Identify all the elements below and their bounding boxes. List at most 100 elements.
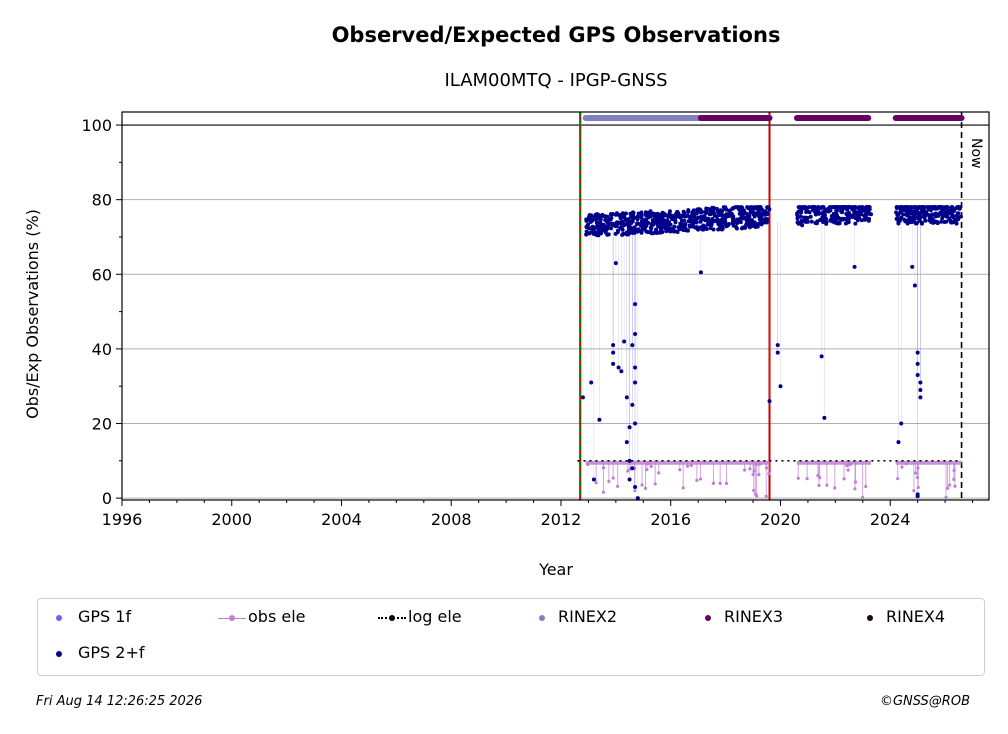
legend-item-rinex4: RINEX4 (856, 607, 945, 626)
obs-ele-point (846, 468, 850, 472)
gps2f-point (730, 206, 735, 211)
gps2f-outlier-point (896, 440, 901, 445)
obs-ele-point (711, 481, 716, 485)
gps2f-point (867, 205, 872, 210)
gps2f-point (937, 212, 942, 217)
gps2f-point (799, 210, 804, 215)
gps2f-point (712, 218, 717, 223)
gps2f-point (867, 211, 872, 216)
gps2f-point (917, 205, 922, 210)
gps2f-point (724, 207, 729, 212)
obs-ele-point (753, 492, 757, 496)
obs-ele-point (640, 483, 644, 487)
x-tick-label: 2016 (650, 510, 691, 529)
gps2f-point (747, 224, 752, 229)
gps2f-point (746, 213, 751, 218)
gps2f-point (949, 211, 954, 216)
dot-icon (694, 610, 724, 626)
gps2f-point (802, 215, 807, 220)
gps2f-outlier-point (622, 339, 627, 344)
gps2f-point (941, 209, 946, 214)
gps2f-outlier-point (912, 283, 917, 288)
gps2f-point (940, 216, 945, 221)
gps2f-point (639, 212, 644, 217)
obs-ele-point (718, 481, 722, 485)
gps2f-outlier-point (624, 395, 629, 400)
gps2f-point (955, 215, 960, 220)
gps2f-point (767, 207, 772, 212)
obs-ele-point (626, 469, 630, 473)
gps2f-point (587, 214, 592, 219)
gps2f-outlier-point (852, 264, 857, 269)
gps2f-point (830, 217, 835, 222)
obs-ele-point (853, 487, 857, 491)
gps2f-point (743, 225, 748, 230)
obs-ele-point (689, 463, 693, 467)
gps2f-point (682, 210, 687, 215)
obs-ele-point (805, 477, 809, 481)
gps2f-point (705, 222, 710, 227)
gps2f-point (822, 215, 827, 220)
gps2f-point (913, 206, 918, 211)
gps2f-point (867, 216, 872, 221)
gps2f-outlier-point (627, 477, 632, 482)
gps2f-point (723, 222, 728, 227)
gps2f-point (749, 205, 754, 210)
legend-item-rinex2: RINEX2 (528, 607, 617, 626)
y-tick-label: 40 (92, 340, 112, 359)
gps2f-point (748, 209, 753, 214)
gps2f-point (701, 227, 706, 232)
gps2f-outlier-point (627, 425, 632, 430)
gps2f-point (899, 215, 904, 220)
gps2f-point (695, 215, 700, 220)
gps2f-point (586, 226, 591, 231)
obs-ele-point (817, 483, 821, 488)
footer-copyright: ©GNSS@ROB (879, 694, 970, 709)
gps2f-point (843, 221, 848, 226)
gps2f-point (603, 214, 608, 219)
gps2f-point (739, 206, 744, 211)
gps2f-point (690, 212, 695, 217)
gps2f-point (654, 218, 659, 223)
plot-frame (121, 111, 990, 501)
gps2f-point (721, 205, 726, 210)
gps2f-outlier-point (819, 354, 824, 359)
gps2f-point (627, 225, 632, 230)
gps2f-point (723, 213, 728, 218)
gps2f-point (855, 206, 860, 211)
gps2f-point (598, 226, 603, 231)
gps2f-outlier-point (635, 496, 640, 501)
gps2f-point (643, 212, 648, 217)
gps2f-outlier-point (630, 343, 635, 348)
gps2f-outlier-point (915, 373, 920, 378)
gps2f-point (859, 218, 864, 223)
chart-title: Observed/Expected GPS Observations (332, 23, 781, 47)
obs-ele-point (698, 477, 703, 481)
gps2f-point (671, 229, 676, 234)
gps2f-point (695, 207, 700, 212)
gps2f-outlier-point (616, 365, 621, 370)
obs-ele-point (757, 472, 761, 477)
gps2f-point (706, 219, 711, 224)
obs-ele-point (649, 464, 653, 469)
obs-ele-point (842, 477, 846, 481)
gps2f-outlier-point (915, 494, 920, 499)
gps2f-point (926, 207, 931, 212)
gps2f-outlier-point (580, 395, 585, 400)
gps2f-point (616, 228, 621, 233)
gps2f-point (679, 223, 684, 228)
gps2f-outlier-point (589, 380, 594, 385)
gps2f-point (584, 217, 589, 222)
gps2f-point (587, 231, 592, 236)
gps2f-point (660, 230, 665, 235)
gps2f-point (735, 221, 740, 226)
gps2f-point (863, 216, 868, 221)
gps2f-point (807, 210, 812, 215)
gps2f-point (597, 215, 602, 220)
gps2f-point (610, 211, 615, 216)
gps2f-point (702, 214, 707, 219)
y-axis: 0 20 40 60 80 100 (81, 116, 122, 508)
gps2f-point (839, 205, 844, 210)
dot-icon (48, 646, 78, 662)
obs-ele-point (847, 462, 851, 467)
